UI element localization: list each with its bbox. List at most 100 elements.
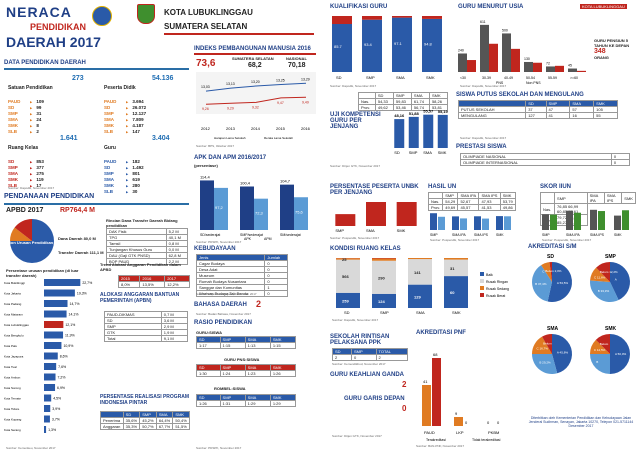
tick-label: SMA IPA: [452, 233, 466, 236]
ukg-title: UJI KOMPETENSI GURU PER JENJANG: [330, 112, 381, 130]
pie-slice: [596, 262, 610, 282]
stat-key: PAUD: [104, 99, 117, 104]
rasio-guru-pns-table: SD SMP SMA SMK 1:30 1:24 1:23 1:26: [196, 364, 297, 377]
bar: [438, 216, 445, 230]
ruang-total: 1.641: [60, 135, 78, 142]
tick-label: SMP: [430, 233, 438, 236]
arrow-icon: ▶: [126, 172, 129, 176]
table-row: Anggaran 35,3% 50,7% 67,7% 51,5%: [100, 423, 190, 430]
tick-label: 55-59: [548, 76, 557, 80]
pie-slice: [590, 339, 610, 354]
bar: [44, 279, 81, 286]
stack-segment: [372, 293, 396, 308]
bar-category: Kota Bukittinggi: [4, 281, 25, 285]
pendanaan-title: PENDANAAN PENDIDIKAN: [4, 193, 95, 200]
table-row: Prov. 49,62 53,46 56,74 53,81: [358, 104, 449, 111]
tick-label: SD: [344, 310, 350, 315]
transfer-table: DAK Fisik 5,2 M TPG 40,1 M Tamsil 0,8 M Tunjan…: [106, 228, 189, 265]
pie-label: A 50,0%: [615, 352, 627, 356]
bar-value: 22,7%: [82, 281, 92, 285]
bar-value: 240: [458, 48, 464, 52]
pie-label: Belum 12,2%: [600, 270, 618, 274]
tick-label: 50-54: [526, 76, 535, 80]
bar-value: 0: [487, 420, 490, 425]
pnf-title: AKREDITASI PNF: [416, 330, 466, 336]
segment-label: 290: [378, 275, 385, 280]
bar: [430, 213, 437, 230]
stat-value: 4.187: [132, 123, 144, 128]
peserta-rows: PAUD ▶ 3.694 SD ▶ 26.072 SMP ▶ 12.127 SMA ▶ 7.809 SM…: [104, 99, 190, 135]
stat-value: 8: [36, 123, 39, 128]
table-row: SD SMP SMA SMK: [196, 364, 297, 371]
arrow-icon: ▶: [126, 124, 129, 128]
region-tag: KOTA LUBUKLINGGAU: [580, 4, 627, 9]
table-row: 1:17 1:15 1:13 1:15: [196, 342, 297, 349]
arrow-icon: ▶: [30, 160, 33, 164]
ipm-prov-value: 68,2: [248, 62, 262, 69]
table-cell: 12,2%: [164, 281, 190, 288]
pie-label: Non Urusan Pendidikan 573,3 M: [8, 240, 69, 245]
bar: [546, 66, 555, 72]
skor-iiun-bar-chart: SMP SMA IPA SMA IPS SMK: [542, 209, 629, 236]
legend-label: Tidak terakreditasi: [472, 438, 501, 442]
tick-label: SMK: [614, 233, 622, 236]
bar: [44, 321, 64, 328]
arrow-icon: ▶: [126, 184, 129, 188]
stat-key: SMK: [104, 183, 114, 188]
table-cell: 67,7%: [155, 423, 174, 430]
stat-value: 275: [36, 171, 44, 176]
bahasa-value: 2: [256, 299, 262, 309]
table-cell: 41: [545, 112, 571, 119]
stat-key: SMK: [104, 123, 114, 128]
legend-label: APK: [244, 237, 252, 240]
tick-label: >=60: [570, 76, 578, 80]
table-cell: SMA IPA: [586, 192, 605, 204]
apbd-label: APBD 2017: [6, 207, 44, 214]
table-cell: 1:29: [269, 400, 297, 407]
table-cell: 8,0%: [117, 281, 141, 288]
stat-value: 31: [36, 111, 42, 116]
bar-value: 4,5%: [53, 397, 61, 401]
bar-value: 10,9%: [63, 344, 73, 348]
pie-slice: [532, 354, 558, 374]
kebudayaan-source: Sumber: Ditjen Kebudayaan, November 2017: [196, 292, 257, 296]
bar-category: Kota Tual: [4, 365, 17, 369]
ruang-rows: SD ▶ 853 SMP ▶ 377 SMA ▶ 275 SMK ▶ 119 SLB ▶ 17: [8, 159, 94, 189]
table-cell: 13,5%: [139, 281, 166, 288]
header-title-line2: PENDIDIKAN: [30, 22, 87, 32]
stat-key: SLB: [104, 129, 113, 134]
guru-usia-bar-chart: 240 <30 611 30-39 500 40-49 130 50-54 72 55-59 45 >…: [458, 20, 586, 84]
apk-title: APK DAN APM 2016/2017: [194, 155, 267, 161]
tick-label: SD: [336, 75, 342, 80]
stack-segment: [408, 284, 432, 308]
bar: [44, 373, 56, 381]
ipm-line-chart: 13,03 9,26 2012 13,13 9,29 2013 13,20 9,32 2014 1…: [196, 72, 316, 140]
legend-label: Rusak Ringan: [486, 280, 508, 284]
stat-value: 619: [132, 177, 140, 182]
table-row: SMP SMA IPA SMA IPS SMK: [539, 192, 636, 204]
pie-label: B 37,4%: [535, 282, 547, 286]
table-cell: Prov.: [358, 104, 376, 111]
header-rule: [164, 33, 314, 35]
pie-slice: [552, 334, 572, 374]
bar-value: 68: [433, 352, 438, 357]
bar-value: 130: [524, 57, 530, 61]
bar: [452, 216, 459, 230]
pie-slice: [590, 280, 619, 302]
stat-row: SMA ▶ 7.809: [104, 117, 190, 123]
tick-label: SMK: [426, 75, 435, 80]
stat-row: SMA ▶ 275: [8, 171, 94, 177]
usia-source: Sumber: Dapodik, November 2017: [460, 84, 507, 88]
ruang-kelas-bar-chart: 259 566 25 SD 124 290 SMP 129 141 SMA 60 31 SMK Baik R…: [336, 257, 509, 315]
bar-value: 611: [480, 20, 486, 24]
bar: [422, 385, 431, 426]
bar: [44, 310, 67, 318]
bar-category: Kota Padang: [4, 302, 22, 306]
stat-row: SD ▶ 853: [8, 159, 94, 165]
bar-value: 3,7%: [52, 418, 60, 422]
keahlian-title: GURU KEAHLIAN GANDA: [330, 372, 404, 378]
pie-title: SD: [547, 254, 554, 260]
table-row: 1:26 1:31 1:29 1:29: [196, 400, 297, 407]
pie-label: B: [596, 360, 598, 364]
pie-label: C: [542, 270, 545, 274]
